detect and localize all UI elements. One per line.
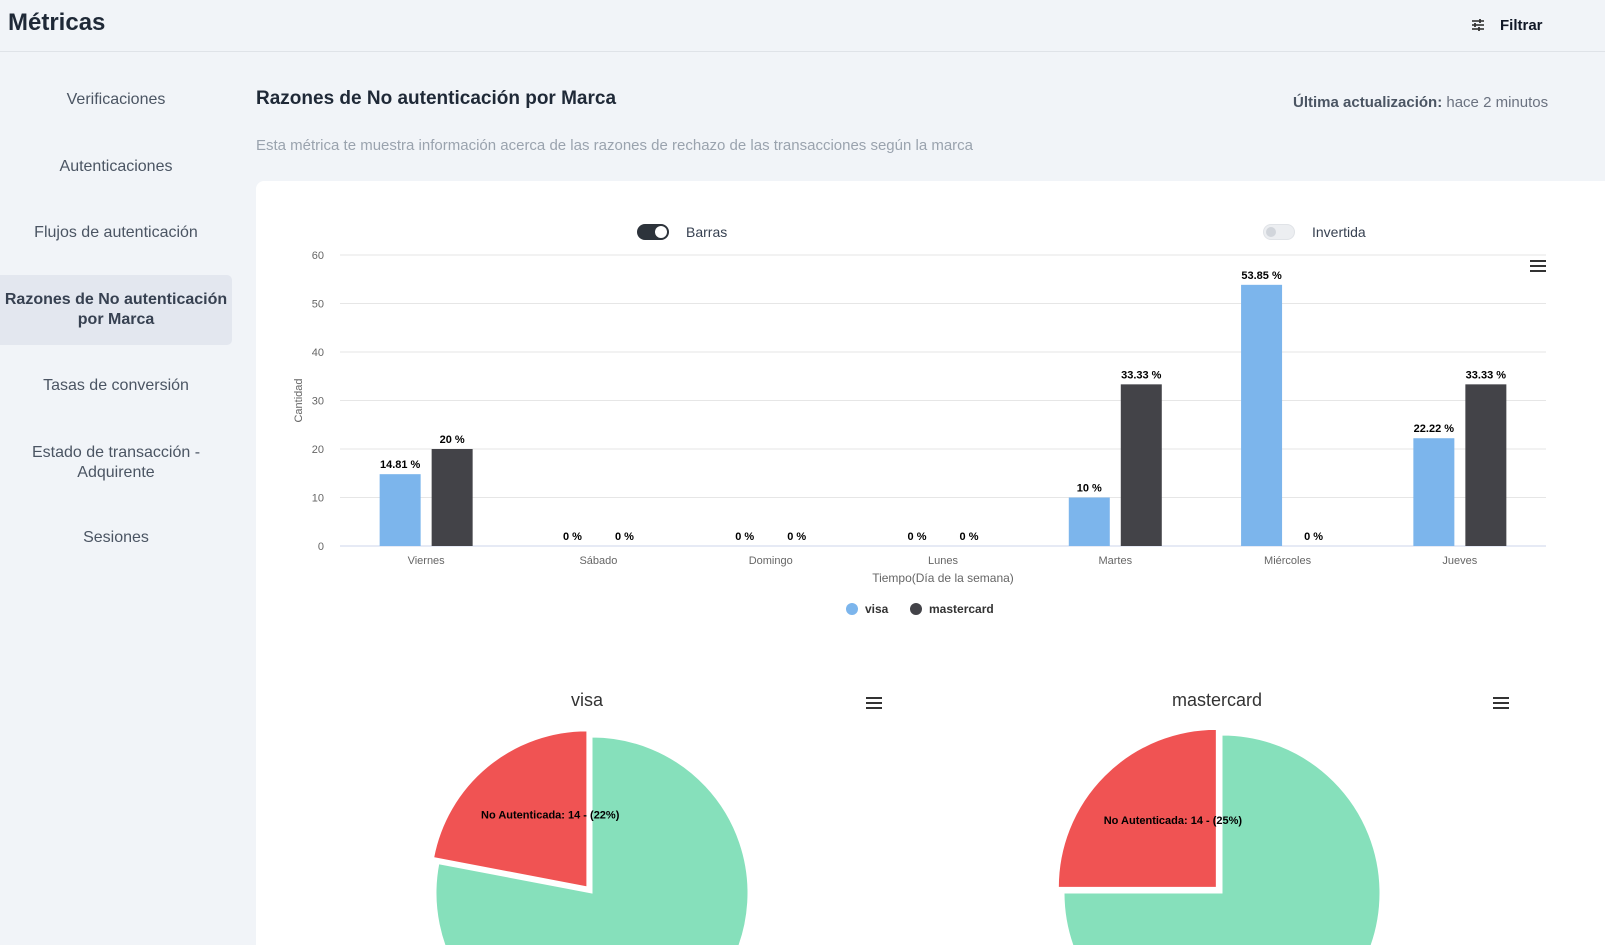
sidebar: Verificaciones Autenticaciones Flujos de…	[0, 52, 240, 945]
sidebar-item-label: Verificaciones	[66, 91, 166, 108]
filter-label: Filtrar	[1500, 16, 1543, 34]
sidebar-item-estado[interactable]: Estado de transacción - Adquirente	[0, 437, 232, 489]
mastercard-pie-menu-icon[interactable]	[1493, 697, 1509, 712]
chart-card	[256, 181, 1605, 945]
sidebar-item-sesiones[interactable]: Sesiones	[0, 518, 232, 558]
filter-button[interactable]: Filtrar	[1470, 12, 1543, 38]
inverted-toggle-label: Invertida	[1312, 224, 1366, 240]
bar-chart-menu-icon[interactable]	[1530, 260, 1546, 275]
inverted-toggle[interactable]: Invertida	[1263, 224, 1366, 240]
last-updated-label: Última actualización:	[1293, 94, 1443, 111]
sliders-icon	[1470, 18, 1486, 32]
last-updated: Última actualización: hace 2 minutos	[1293, 94, 1548, 111]
sidebar-item-label: Razones de No autenticación por Marca	[4, 291, 228, 328]
sidebar-item-tasas[interactable]: Tasas de conversión	[0, 366, 232, 406]
app-title: Métricas	[8, 9, 106, 36]
sidebar-item-label: Sesiones	[83, 529, 149, 546]
sidebar-item-label: Autenticaciones	[59, 158, 173, 175]
page-title: Razones de No autenticación por Marca	[256, 88, 617, 109]
sidebar-item-label: Estado de transacción - Adquirente	[31, 444, 201, 481]
sidebar-item-label: Tasas de conversión	[43, 377, 189, 394]
bars-toggle-label: Barras	[686, 224, 728, 240]
page-description: Esta métrica te muestra información acer…	[256, 137, 974, 154]
toggle-knob	[1266, 227, 1276, 237]
sidebar-item-autenticaciones[interactable]: Autenticaciones	[0, 147, 232, 187]
sidebar-item-flujos[interactable]: Flujos de autenticación	[0, 213, 232, 253]
top-bar: Métricas Filtrar	[0, 0, 1605, 52]
visa-pie-menu-icon[interactable]	[866, 697, 882, 712]
sidebar-item-razones[interactable]: Razones de No autenticación por Marca	[0, 275, 232, 345]
sidebar-item-label: Flujos de autenticación	[34, 224, 198, 241]
inverted-toggle-switch[interactable]	[1263, 224, 1295, 240]
bars-toggle[interactable]: Barras	[637, 224, 727, 240]
bars-toggle-switch[interactable]	[637, 224, 669, 240]
toggle-knob	[655, 226, 667, 238]
last-updated-value: hace 2 minutos	[1446, 94, 1549, 111]
sidebar-item-verificaciones[interactable]: Verificaciones	[0, 80, 232, 120]
